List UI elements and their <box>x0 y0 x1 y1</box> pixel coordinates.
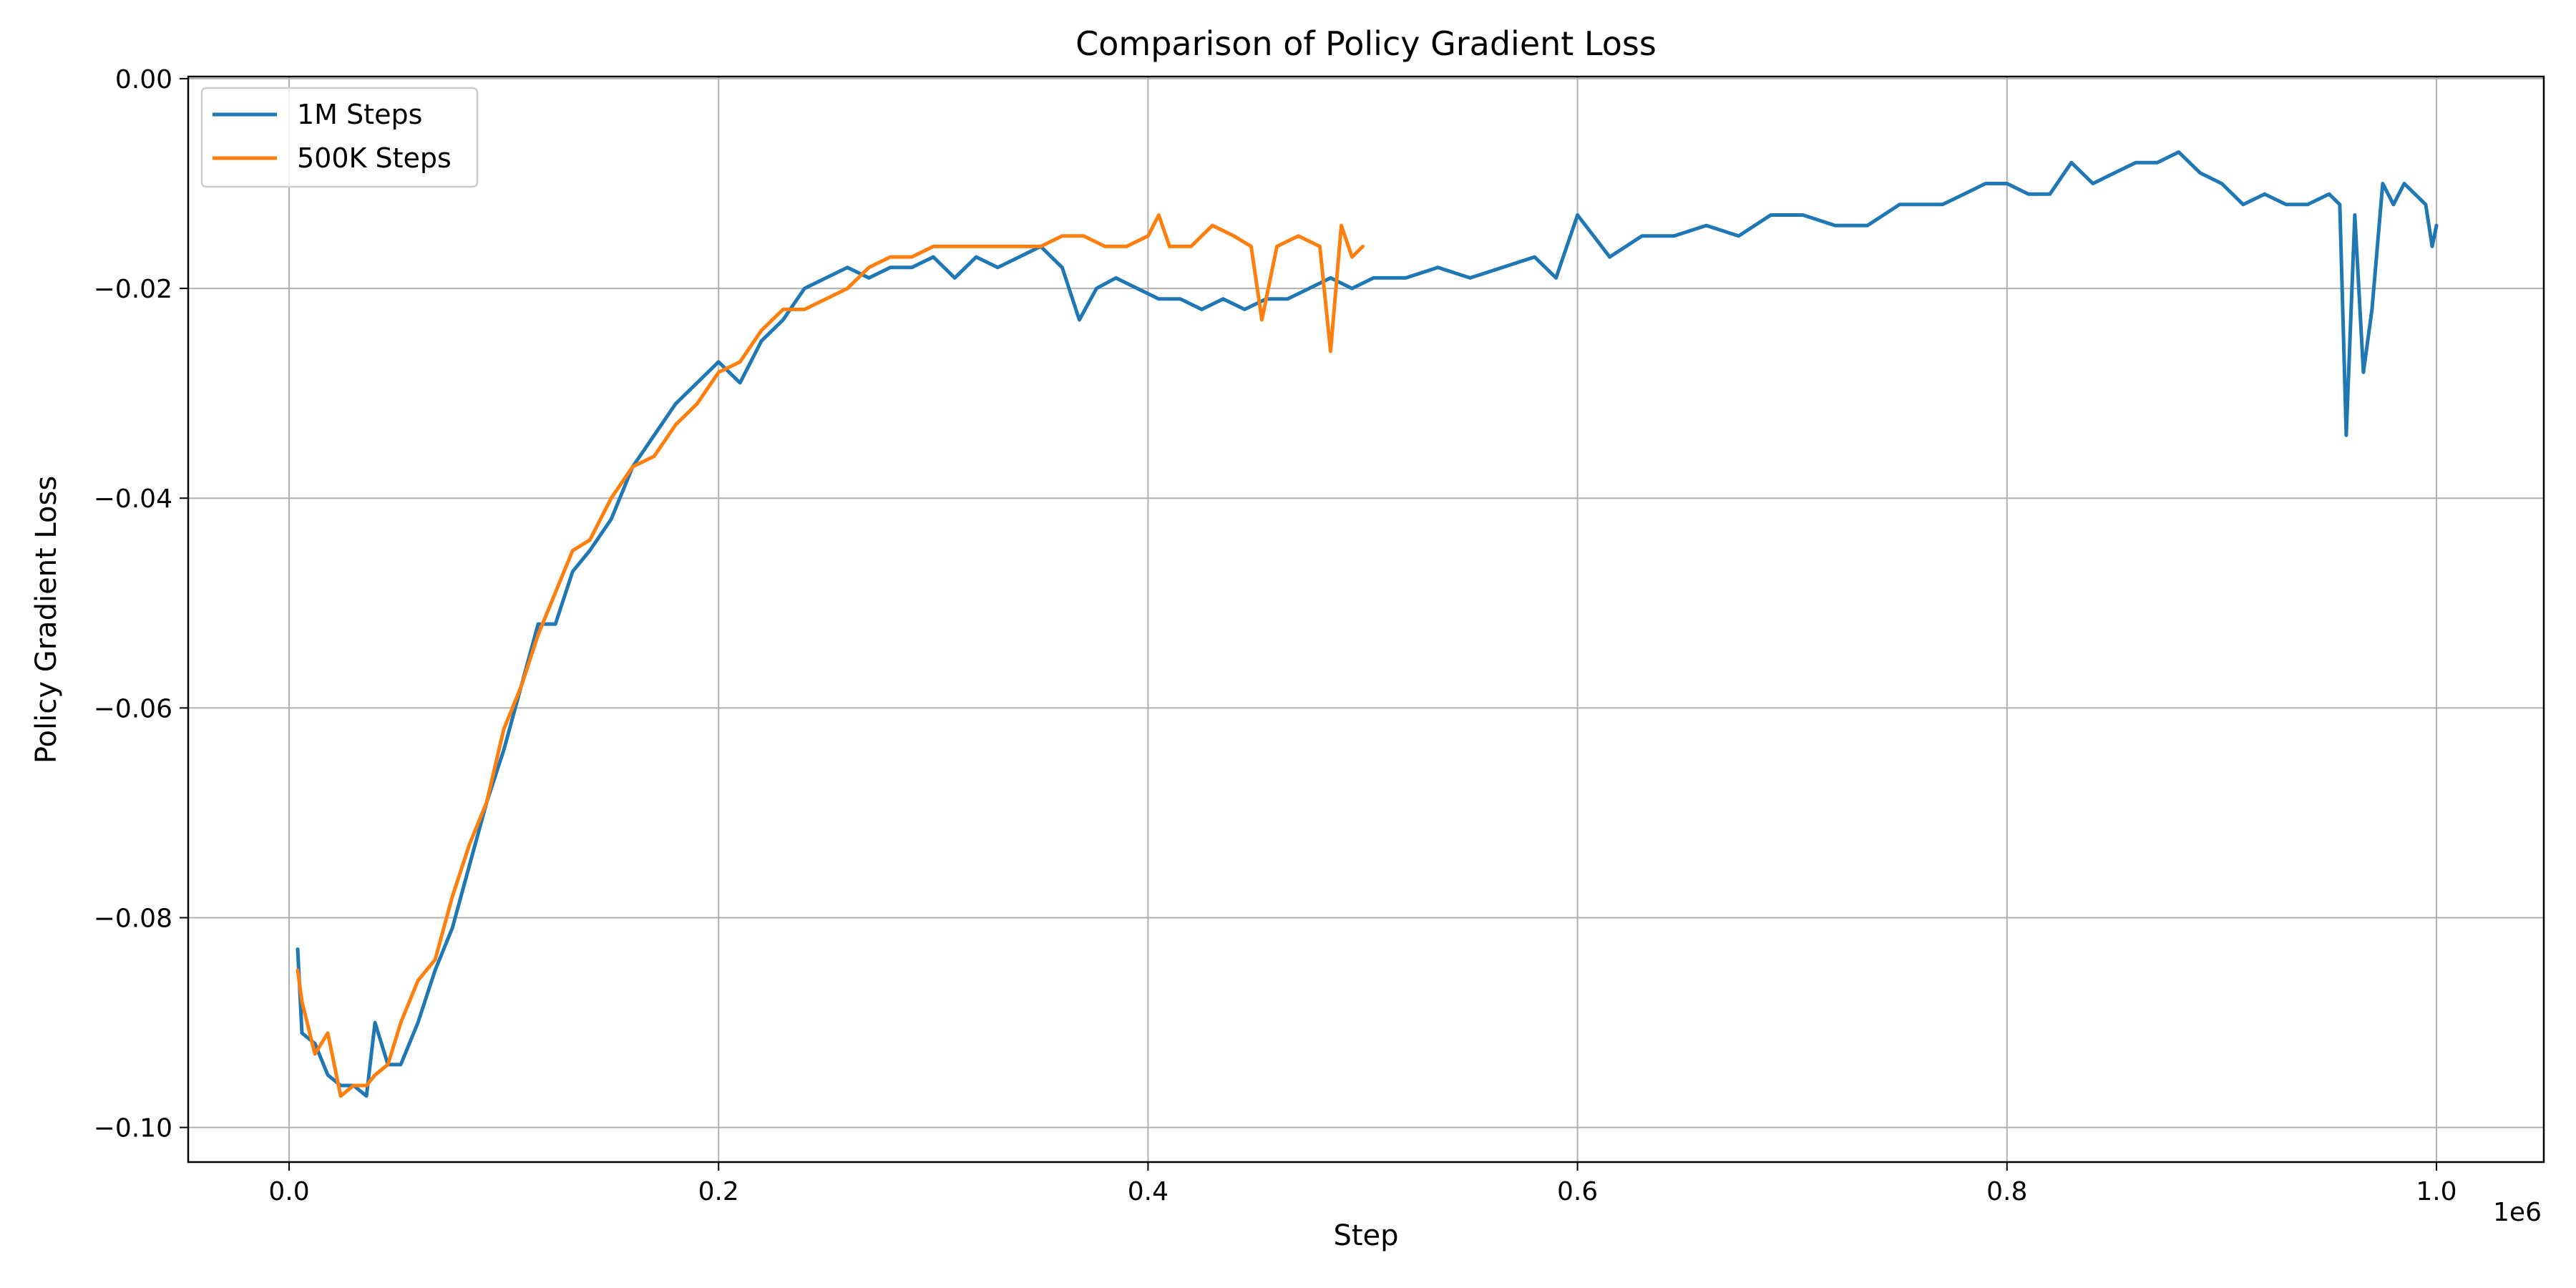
x-tick-label: 0.8 <box>1986 1177 2027 1206</box>
x-axis-ticks: 0.0 0.2 0.4 0.6 0.8 1.0 <box>268 1162 2457 1206</box>
x-tick-label: 0.6 <box>1557 1177 1598 1206</box>
series-line-500k-steps <box>296 213 1365 1098</box>
chart-title: Comparison of Policy Gradient Loss <box>1075 24 1657 63</box>
y-tick-label: −0.02 <box>94 275 172 304</box>
y-axis-label: Policy Gradient Loss <box>30 476 63 763</box>
series-layer <box>296 150 2439 1098</box>
legend: 1M Steps 500K Steps <box>200 87 479 188</box>
x-axis-offset-label: 1e6 <box>2493 1198 2542 1227</box>
y-gridlines <box>188 77 2544 1128</box>
x-gridlines <box>288 77 2437 1162</box>
y-axis-ticks: 0.00 −0.02 −0.04 −0.06 −0.08 −0.10 <box>94 65 188 1143</box>
plot-frame <box>187 75 2545 1163</box>
y-tick-label: −0.08 <box>94 904 172 933</box>
series-line-1m-steps <box>296 150 2439 1098</box>
x-tick-label: 1.0 <box>2416 1177 2457 1206</box>
y-tick-label: −0.10 <box>94 1114 172 1143</box>
y-tick-label: −0.06 <box>94 694 172 723</box>
y-tick-label: −0.04 <box>94 484 172 514</box>
x-tick-label: 0.2 <box>698 1177 739 1206</box>
y-tick-label: 0.00 <box>115 65 172 94</box>
legend-label-1m-steps: 1M Steps <box>297 99 422 130</box>
x-tick-label: 0.4 <box>1128 1177 1169 1206</box>
x-tick-label: 0.0 <box>268 1177 309 1206</box>
x-axis-label: Step <box>1333 1219 1398 1252</box>
legend-label-500k-steps: 500K Steps <box>297 142 452 174</box>
